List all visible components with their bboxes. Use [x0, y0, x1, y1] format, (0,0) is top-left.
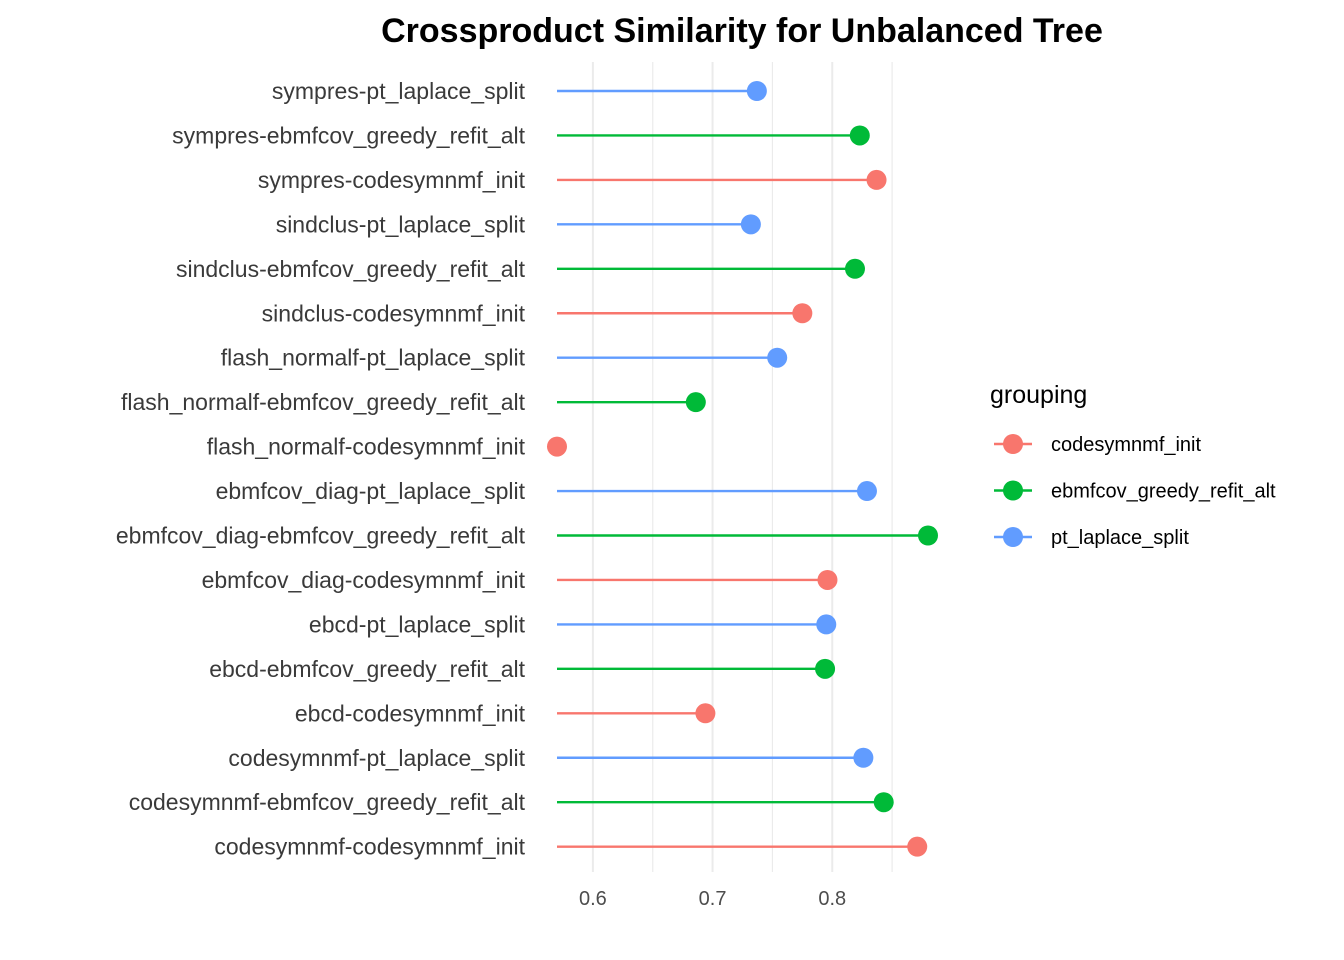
lollipop-point: [816, 614, 837, 635]
legend-label: codesymnmf_init: [1051, 434, 1202, 456]
lollipop-point: [815, 658, 836, 679]
category-label: ebmfcov_diag-ebmfcov_greedy_refit_alt: [116, 523, 526, 549]
legend-title: grouping: [990, 381, 1087, 409]
legend-label: ebmfcov_greedy_refit_alt: [1051, 481, 1276, 503]
lollipop-point: [547, 436, 567, 457]
category-label: sympres-codesymnmf_init: [258, 167, 526, 193]
legend-key-point: [1003, 527, 1023, 547]
category-label: flash_normalf-ebmfcov_greedy_refit_alt: [121, 389, 526, 415]
category-label: sympres-pt_laplace_split: [272, 78, 526, 104]
x-tick-label: 0.7: [699, 888, 727, 910]
legend-key-point: [1003, 480, 1023, 501]
points: [547, 81, 938, 857]
x-axis-ticks: 0.6 0.7 0.8: [579, 888, 846, 910]
lollipop-point: [856, 481, 877, 502]
chart-title: Crossproduct Similarity for Unbalanced T…: [381, 12, 1103, 50]
category-label: ebcd-ebmfcov_greedy_refit_alt: [209, 656, 525, 682]
lollipop-point: [866, 169, 887, 190]
lollipop-point: [767, 347, 788, 368]
category-label: codesymnmf-codesymnmf_init: [214, 834, 525, 860]
legend: grouping codesymnmf_init ebmfcov_greedy_r…: [990, 381, 1276, 549]
lollipop-point: [873, 792, 894, 813]
lollipop-point: [918, 525, 938, 546]
category-label: codesymnmf-pt_laplace_split: [228, 745, 525, 771]
category-label: sindclus-codesymnmf_init: [262, 300, 526, 326]
lollipop-point: [746, 81, 767, 101]
category-label: codesymnmf-ebmfcov_greedy_refit_alt: [129, 789, 526, 815]
category-labels: sympres-pt_laplace_split sympres-ebmfcov_…: [116, 78, 526, 860]
category-label: ebcd-pt_laplace_split: [309, 611, 526, 637]
legend-key-point: [1003, 434, 1023, 454]
category-label: flash_normalf-codesymnmf_init: [207, 434, 526, 460]
lollipop-point: [695, 703, 716, 724]
x-tick-label: 0.6: [579, 888, 607, 910]
x-tick-label: 0.8: [818, 888, 846, 910]
lollipop-point: [685, 392, 706, 413]
lollipop-point: [740, 214, 761, 235]
category-label: ebmfcov_diag-pt_laplace_split: [216, 478, 526, 504]
lollipop-point: [844, 258, 865, 279]
lollipop-point: [853, 747, 874, 768]
grid-lines: [591, 62, 893, 872]
lollipop-point: [817, 569, 838, 590]
category-label: ebcd-codesymnmf_init: [295, 700, 526, 726]
legend-label: pt_laplace_split: [1051, 527, 1189, 549]
category-label: sindclus-ebmfcov_greedy_refit_alt: [176, 256, 526, 282]
category-label: flash_normalf-pt_laplace_split: [221, 345, 526, 371]
lollipop-point: [792, 303, 813, 324]
category-label: sindclus-pt_laplace_split: [276, 211, 526, 237]
stems: [557, 89, 928, 848]
lollipop-point: [849, 125, 870, 146]
category-label: ebmfcov_diag-codesymnmf_init: [202, 567, 526, 593]
category-label: sympres-ebmfcov_greedy_refit_alt: [172, 122, 525, 148]
lollipop-point: [907, 836, 928, 857]
